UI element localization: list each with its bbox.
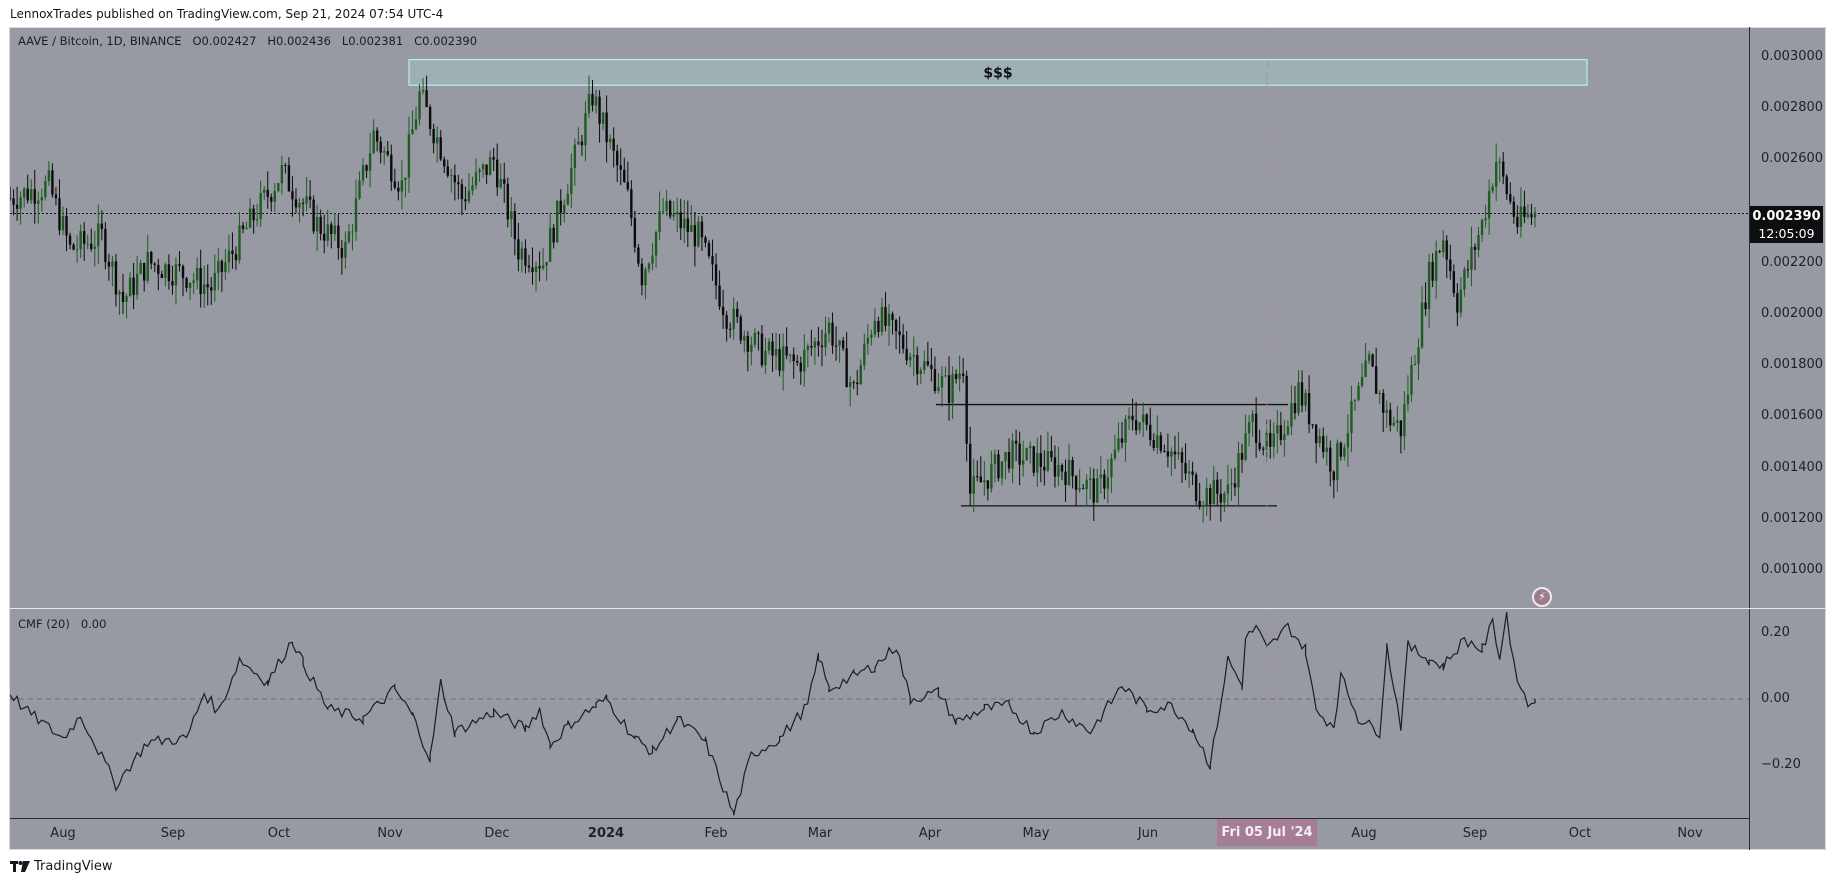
chart-frame[interactable] <box>9 27 1826 850</box>
time-label: Feb <box>704 826 728 841</box>
last-price-badge: 0.002390 12:05:09 <box>1750 206 1823 243</box>
last-price: 0.002390 <box>1752 209 1821 224</box>
cmf-label: CMF (20) <box>18 617 70 631</box>
cmf-legend: CMF (20) 0.00 <box>18 617 106 631</box>
svg-text:$$$: $$$ <box>983 65 1012 81</box>
time-label: May <box>1022 826 1050 841</box>
price-axis[interactable] <box>1749 27 1826 850</box>
price-tick: 0.001600 <box>1761 408 1824 423</box>
price-tick: 0.002200 <box>1761 255 1824 270</box>
time-label: Dec <box>484 826 510 841</box>
pane-separator[interactable] <box>10 608 1825 609</box>
time-label: Apr <box>918 826 942 841</box>
ohlc-open: O0.002427 <box>192 34 257 48</box>
time-label: Oct <box>267 826 291 841</box>
cmf-tick: 0.00 <box>1761 691 1790 706</box>
price-tick: 0.001000 <box>1761 562 1824 577</box>
time-label: Nov <box>1677 826 1703 841</box>
time-label: Nov <box>377 826 403 841</box>
symbol-legend: AAVE / Bitcoin, 1D, BINANCE O0.002427 H0… <box>18 34 477 48</box>
price-tick: 0.001800 <box>1761 357 1824 372</box>
tradingview-logo-icon <box>10 861 30 872</box>
time-label: 2024 <box>587 826 625 841</box>
time-label: Jun <box>1137 826 1159 841</box>
price-tick: 0.001200 <box>1761 511 1824 526</box>
cmf-value: 0.00 <box>80 617 107 631</box>
price-tick: 0.001400 <box>1761 460 1824 475</box>
ohlc-close: C0.002390 <box>414 34 478 48</box>
lightning-icon[interactable]: ⚡︎ <box>1532 587 1552 607</box>
price-tick: 0.002600 <box>1761 151 1824 166</box>
time-label: Mar <box>807 826 833 841</box>
time-axis-border <box>10 818 1750 819</box>
time-label: Sep <box>1462 826 1488 841</box>
cmf-tick: 0.20 <box>1761 625 1790 640</box>
bar-countdown: 12:05:09 <box>1758 226 1815 241</box>
time-label: Oct <box>1568 826 1592 841</box>
crosshair-date-badge: Fri 05 Jul '24 <box>1217 819 1317 846</box>
tradingview-logo-text: TradingView <box>34 859 113 874</box>
time-label: Aug <box>1351 826 1377 841</box>
price-tick: 0.002800 <box>1761 100 1824 115</box>
tradingview-logo[interactable]: TradingView <box>10 859 113 874</box>
ohlc-high: H0.002436 <box>267 34 331 48</box>
price-tick: 0.002000 <box>1761 306 1824 321</box>
time-label: Aug <box>50 826 76 841</box>
cmf-tick: −0.20 <box>1761 757 1801 772</box>
symbol-name: AAVE / Bitcoin, 1D, BINANCE <box>18 34 182 48</box>
ohlc-low: L0.002381 <box>341 34 404 48</box>
time-label: Sep <box>160 826 186 841</box>
publish-caption: LennoxTrades published on TradingView.co… <box>10 7 444 21</box>
price-tick: 0.003000 <box>1761 49 1824 64</box>
